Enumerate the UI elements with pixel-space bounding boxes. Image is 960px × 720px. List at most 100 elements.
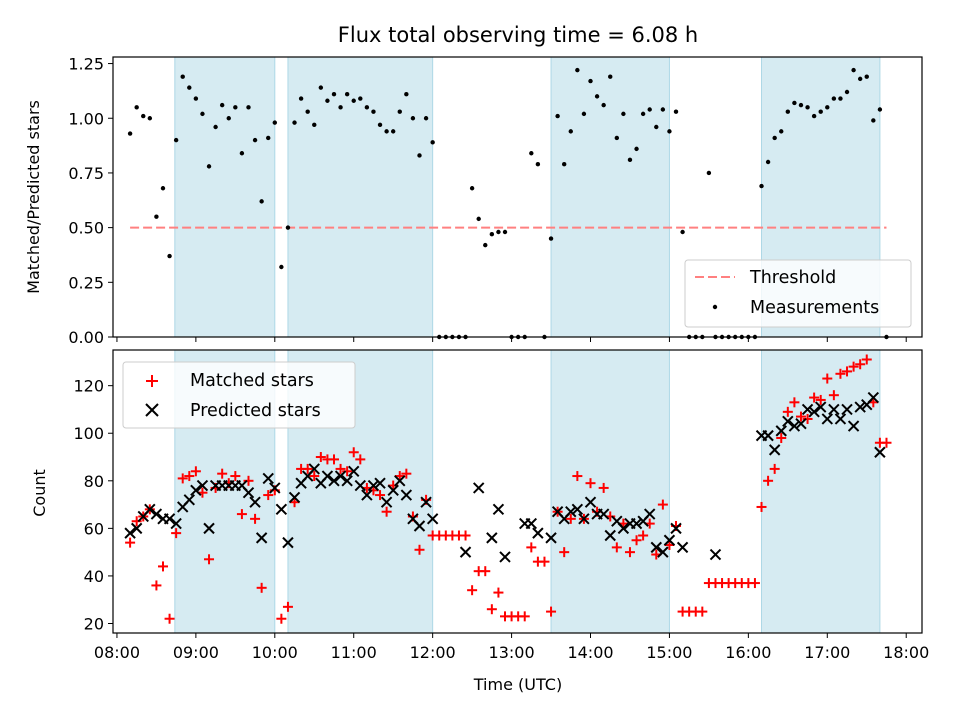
matched-stars-point xyxy=(381,506,392,517)
measurements-point xyxy=(423,116,429,121)
x-stroke-b xyxy=(854,401,866,413)
predicted-stars-point xyxy=(196,479,209,492)
predicted-stars-point xyxy=(255,532,268,544)
legend-measurements-label: Measurements xyxy=(750,298,879,318)
predicted-stars-point xyxy=(643,508,656,520)
measurements-point xyxy=(489,231,495,237)
x-stroke-b xyxy=(190,484,202,497)
measurements-point xyxy=(844,89,850,95)
x-stroke-b xyxy=(308,463,320,475)
measurements-point xyxy=(338,105,343,110)
predicted-stars-point xyxy=(262,472,274,485)
predicted-stars-point xyxy=(394,475,406,487)
x-stroke-b xyxy=(387,484,399,497)
measurements-point xyxy=(851,67,856,73)
x-stroke-b xyxy=(782,415,794,428)
x-stroke-b xyxy=(367,479,380,492)
matched-stars-point xyxy=(328,454,339,465)
measurements-point xyxy=(173,137,179,143)
predicted-stars-point xyxy=(341,475,353,487)
measurements-point xyxy=(575,67,580,73)
measurements-point xyxy=(390,129,396,134)
measurements-point xyxy=(430,140,435,145)
bottom-panel-shaded-intervals xyxy=(174,349,881,634)
predicted-stars-point xyxy=(663,534,676,546)
predicted-stars-point xyxy=(124,527,136,539)
matched-stars-point xyxy=(375,490,386,501)
predicted-stars-point xyxy=(571,503,584,516)
x-stroke-b xyxy=(124,527,136,539)
measurements-point xyxy=(127,131,133,136)
measurements-point xyxy=(167,253,172,259)
legend-predicted-swatch xyxy=(145,403,159,417)
predicted-stars-point xyxy=(361,489,373,501)
bottom-panel-y-ticks: 20 40 60 80 100 120 xyxy=(73,377,113,633)
matched-stars-point xyxy=(776,432,787,443)
x-stroke-b xyxy=(328,475,340,487)
measurements-point xyxy=(410,116,416,121)
x-stroke-b xyxy=(130,522,143,535)
matched-stars-point xyxy=(769,463,780,474)
top-panel-shaded-intervals xyxy=(174,56,881,338)
measurements-point xyxy=(785,109,791,114)
predicted-stars-point xyxy=(617,522,630,535)
matched-stars-point xyxy=(782,406,793,417)
predicted-stars-point xyxy=(650,541,662,554)
measurements-point xyxy=(200,111,205,117)
bottom-panel-legend: Matched stars Predicted stars xyxy=(122,361,356,429)
predicted-stars-point xyxy=(275,503,288,516)
measurements-point xyxy=(831,96,837,101)
measurements-point xyxy=(647,107,652,112)
x-stroke-b xyxy=(788,420,801,432)
predicted-stars-point xyxy=(782,415,794,428)
matched-stars-point xyxy=(664,540,675,551)
measurements-point xyxy=(594,94,600,99)
measurements-point xyxy=(706,170,712,176)
matched-stars-point xyxy=(467,585,478,596)
measurements-point xyxy=(483,242,488,248)
measurements-point xyxy=(555,113,560,119)
x-stroke-b xyxy=(663,534,676,546)
measurements-point xyxy=(344,91,350,97)
x-stroke-b xyxy=(571,503,584,516)
legend-matched-label: Matched stars xyxy=(190,371,314,391)
x-stroke-b xyxy=(630,517,643,530)
matched-stars-point xyxy=(749,578,760,589)
x-stroke-b xyxy=(282,536,294,549)
y-tick-label: 0.50 xyxy=(68,219,104,238)
x-tick-label: 12:00 xyxy=(410,643,456,662)
measurements-point xyxy=(798,102,804,108)
matched-stars-point xyxy=(276,613,287,624)
x-stroke-b xyxy=(183,494,196,506)
matched-stars-point xyxy=(559,547,570,558)
measurements-point xyxy=(397,109,402,114)
matched-stars-point xyxy=(190,466,201,477)
measurements-point xyxy=(759,183,764,189)
x-tick-label: 09:00 xyxy=(173,643,219,662)
matched-stars-point xyxy=(171,528,182,539)
measurements-point xyxy=(318,85,324,90)
x-stroke-b xyxy=(874,446,886,458)
x-tick-label: 18:00 xyxy=(883,643,929,662)
bottom-panel-frame xyxy=(112,349,923,634)
predicted-stars-point xyxy=(420,496,432,508)
matched-stars-point xyxy=(526,542,537,553)
measurements-point xyxy=(371,109,376,114)
predicted-stars-point xyxy=(334,470,347,482)
predicted-stars-point xyxy=(604,529,616,542)
measurements-point xyxy=(772,135,777,141)
predicted-stars-point xyxy=(499,551,511,563)
predicted-stars-point xyxy=(190,484,202,497)
bottom-panel: 20 40 60 80 100 120 08:00 09:00 10:00 11:00 12:00… xyxy=(30,349,929,694)
matched-stars-point xyxy=(315,452,326,463)
predicted-stars-point xyxy=(841,403,853,416)
x-stroke-b xyxy=(262,472,274,485)
measurements-point xyxy=(305,109,310,114)
matched-stars-point xyxy=(177,473,188,484)
x-stroke-b xyxy=(249,496,261,508)
matched-stars-point xyxy=(355,454,366,465)
matched-stars-point xyxy=(151,580,162,591)
x-stroke-b xyxy=(768,444,781,456)
measurements-point xyxy=(239,151,245,156)
measurements-point xyxy=(298,96,304,101)
